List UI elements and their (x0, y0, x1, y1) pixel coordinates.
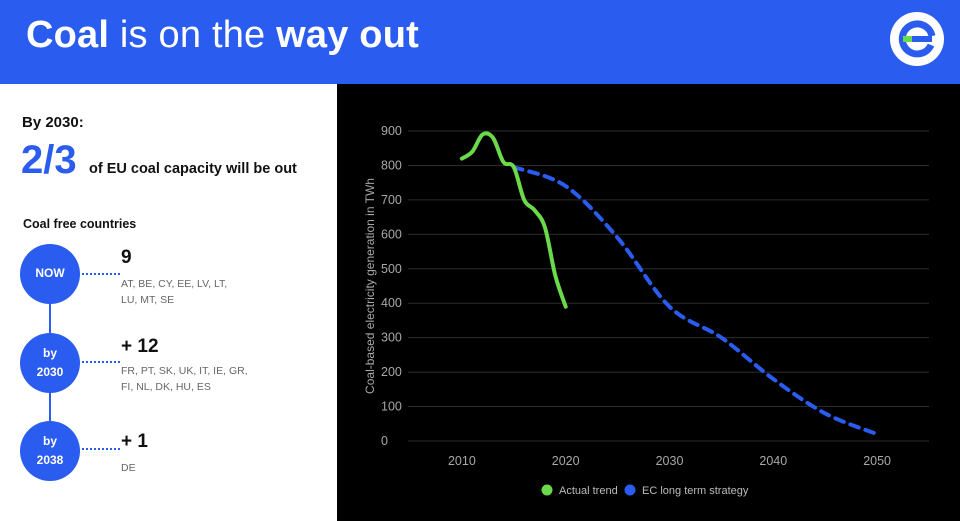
step-count: + 12 (121, 336, 159, 357)
by-2030-label: By 2030: (22, 114, 84, 131)
y-axis-label: Coal-based electricity generation in TWh (363, 178, 377, 394)
y-tick-label: 600 (381, 227, 402, 241)
y-tick-label: 100 (381, 400, 402, 414)
y-tick-label: 0 (381, 434, 388, 448)
chart-panel: 0 100 200 300 400 500 600 700 800 900 2010 2020 2030… (337, 84, 960, 521)
x-tick-label: 2010 (448, 454, 476, 468)
timeline-step-2038: by 2038 (20, 421, 80, 481)
step-count: 9 (121, 247, 132, 268)
y-tick-label: 900 (381, 124, 402, 138)
line-chart: 0 100 200 300 400 500 600 700 800 900 2010 2020 2030… (363, 124, 929, 497)
timeline-step-2030: by 2030 (20, 333, 80, 393)
coal-free-title: Coal free countries (23, 217, 137, 231)
y-tick-label: 800 (381, 158, 402, 172)
y-tick-label: 500 (381, 262, 402, 276)
capacity-fraction: 2/3 (21, 138, 77, 182)
step-countries: DE (121, 462, 136, 474)
e-logo-icon (890, 12, 944, 66)
x-tick-label: 2040 (759, 454, 787, 468)
legend-label: EC long term strategy (642, 485, 749, 497)
header-bar: Coal is on the way out (0, 0, 960, 84)
legend-label: Actual trend (559, 485, 618, 497)
y-tick-label: 700 (381, 193, 402, 207)
x-tick-label: 2030 (656, 454, 684, 468)
timeline-connector (82, 273, 120, 275)
summary-panel: By 2030: 2/3 of EU coal capacity will be… (0, 84, 337, 521)
timeline-connector (82, 448, 120, 450)
step-countries: AT, BE, CY, EE, LV, LT, LU, MT, SE (121, 278, 228, 306)
series-line-ec-strategy (511, 165, 880, 437)
page-title: Coal is on the way out (26, 14, 419, 56)
y-tick-label: 300 (381, 331, 402, 345)
legend-marker (541, 484, 553, 496)
timeline-step-now: NOW (20, 244, 80, 304)
x-tick-label: 2020 (552, 454, 580, 468)
y-tick-label: 400 (381, 296, 402, 310)
timeline-connector (82, 361, 120, 363)
step-countries: FR, PT, SK, UK, IT, IE, GR, FI, NL, DK, … (121, 365, 248, 393)
capacity-description: of EU coal capacity will be out (89, 161, 297, 177)
y-tick-label: 200 (381, 365, 402, 379)
legend-marker (624, 484, 636, 496)
series-line-actual-trend (459, 131, 568, 309)
x-tick-label: 2050 (863, 454, 891, 468)
step-count: + 1 (121, 431, 148, 452)
